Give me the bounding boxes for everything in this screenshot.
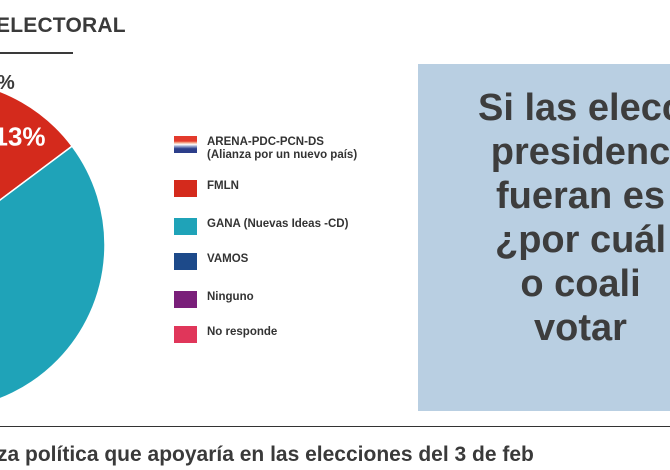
legend-label-fmln: FMLN: [207, 180, 239, 192]
pie-slice-1: [0, 90, 74, 202]
legend-swatch-fmln: [174, 180, 197, 197]
legend-label-gana: GANA (Nuevas Ideas -CD): [207, 218, 349, 230]
legend-swatch-arena: [174, 136, 197, 153]
legend-swatch-ninguno: [174, 291, 197, 308]
legend-item-fmln: FMLN: [174, 180, 239, 197]
footer-divider: [0, 426, 670, 427]
header-underline: [0, 52, 73, 54]
pie-slice-label-1: 13%: [0, 122, 46, 152]
legend-swatch-vamos: [174, 253, 197, 270]
legend-swatch-gana: [174, 218, 197, 235]
legend-label-no-responde: No responde: [207, 326, 278, 338]
question-panel: Si las elecc presidenc fueran es ¿por cu…: [418, 64, 670, 411]
legend-item-no-responde: No responde: [174, 326, 277, 343]
partial-percent-label: %: [0, 72, 15, 95]
legend-swatch-no-responde: [174, 326, 197, 343]
legend-item-ninguno: Ninguno: [174, 291, 254, 308]
footer-caption: za política que apoyaría en las eleccion…: [0, 443, 534, 466]
pie-slice-2: [0, 145, 106, 400]
legend-item-gana: GANA (Nuevas Ideas -CD): [174, 218, 348, 235]
legend-item-vamos: VAMOS: [174, 253, 248, 270]
legend-label-ninguno: Ninguno: [207, 291, 254, 303]
header-title: ELECTORAL: [0, 14, 126, 37]
legend-item-arena: ARENA-PDC-PCN-DS (Alianza por un nuevo p…: [174, 136, 357, 162]
legend-label-arena: ARENA-PDC-PCN-DS (Alianza por un nuevo p…: [207, 136, 358, 161]
question-text: Si las elecc presidenc fueran es ¿por cu…: [478, 87, 670, 349]
legend-label-vamos: VAMOS: [207, 253, 249, 265]
